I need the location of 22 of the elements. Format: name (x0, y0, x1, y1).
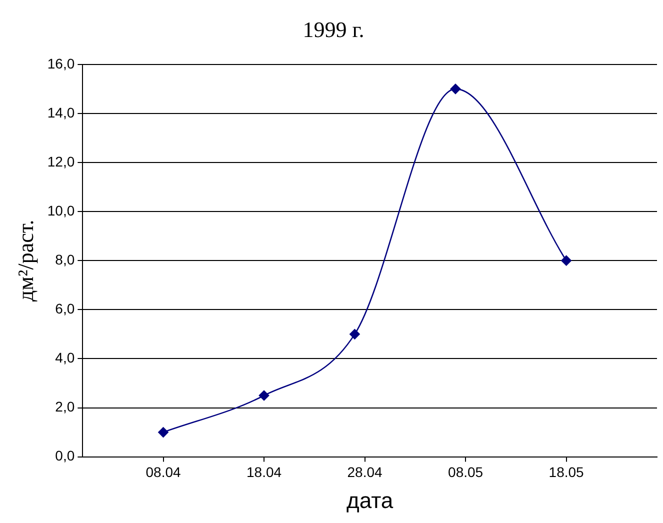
x-tick-label: 18.04 (246, 464, 282, 480)
chart-title: 1999 г. (302, 16, 364, 42)
y-tick-label: 14,0 (47, 104, 75, 120)
x-tick-label: 08.05 (448, 464, 484, 480)
point (258, 390, 270, 401)
y-tick-label: 16,0 (47, 55, 75, 72)
point (350, 329, 360, 340)
y-tick-label: 4,0 (55, 350, 75, 366)
x-axis-title: дата (346, 488, 394, 513)
y-tick-label: 10,0 (47, 202, 75, 218)
x-tick-label: 18.05 (548, 464, 584, 480)
y-tick-label: 6,0 (55, 300, 75, 317)
x-tick-label: 08.04 (146, 464, 181, 480)
y-tick-label: 12,0 (47, 153, 75, 170)
y-tick-label: 0,0 (55, 448, 75, 464)
point (561, 255, 572, 266)
x-tick-label: 28.04 (347, 464, 383, 480)
y-tick-label: 2,0 (55, 398, 75, 415)
point (158, 427, 168, 438)
y-axis-title: дм²/раст. (12, 220, 38, 302)
y-tick-label: 8,0 (55, 251, 75, 268)
point (450, 84, 461, 94)
